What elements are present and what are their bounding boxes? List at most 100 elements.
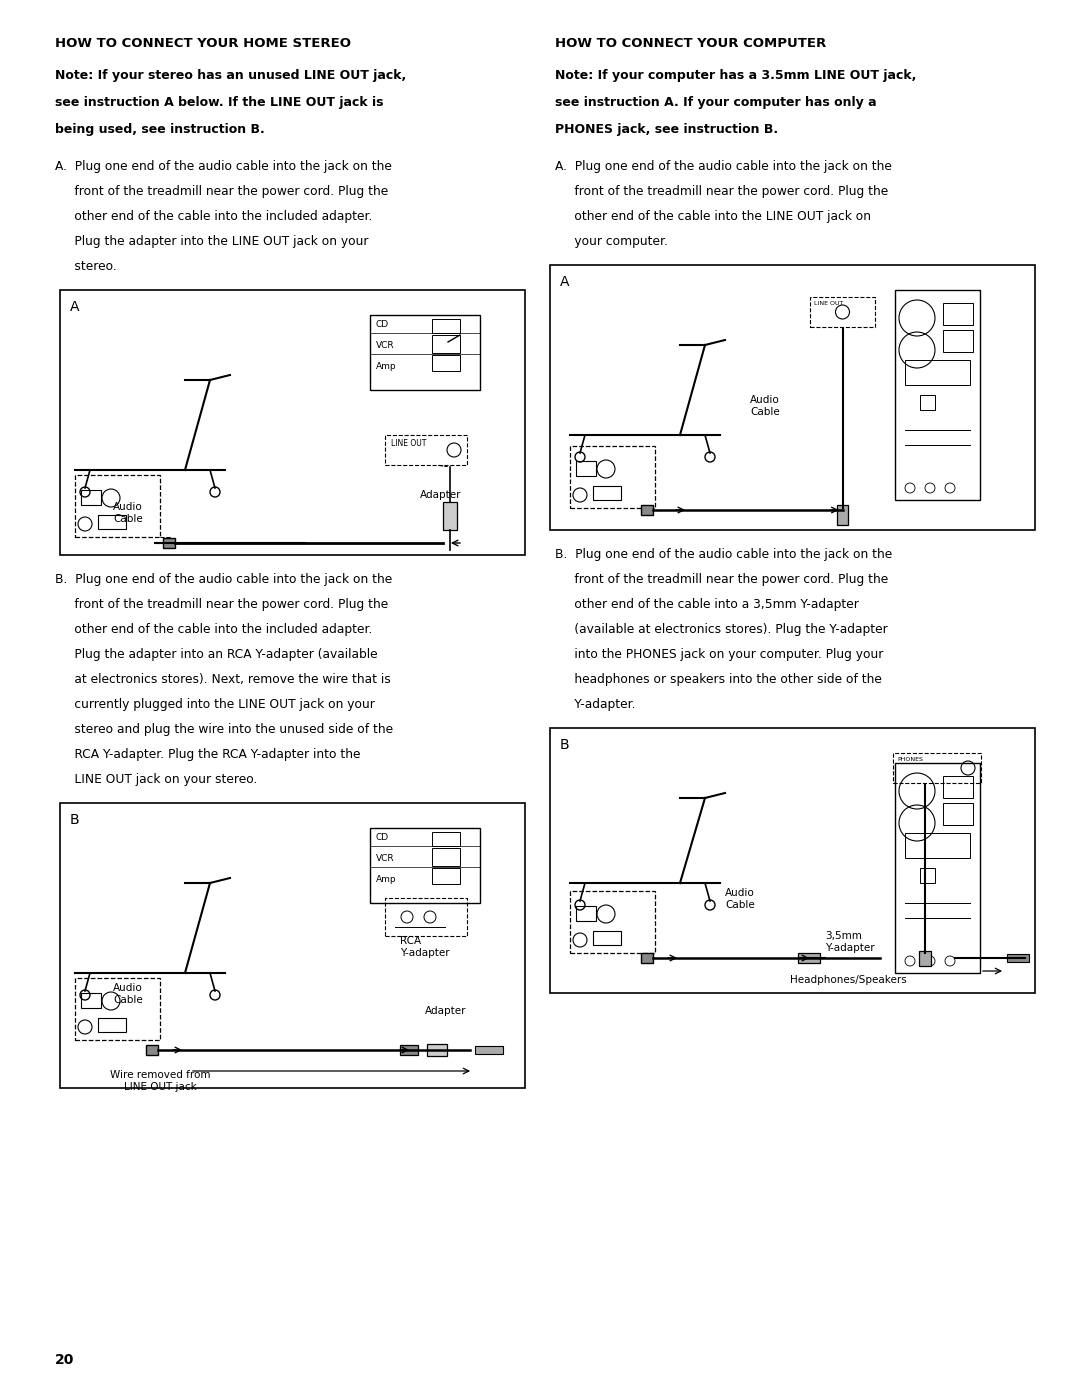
Bar — [370, 828, 480, 902]
Text: Wire removed from
LINE OUT jack: Wire removed from LINE OUT jack — [110, 1070, 211, 1091]
Text: LINE OUT jack on your stereo.: LINE OUT jack on your stereo. — [55, 773, 257, 787]
Bar — [146, 1045, 158, 1055]
Text: other end of the cable into the included adapter.: other end of the cable into the included… — [55, 623, 373, 636]
Text: Adapter: Adapter — [420, 490, 461, 500]
Bar — [1007, 954, 1029, 963]
Text: Note: If your stereo has an unused LINE OUT jack,: Note: If your stereo has an unused LINE … — [55, 68, 406, 82]
Bar — [943, 330, 973, 352]
Text: front of the treadmill near the power cord. Plug the: front of the treadmill near the power co… — [555, 184, 888, 198]
Bar — [895, 291, 980, 500]
Bar — [570, 891, 654, 953]
Text: A: A — [70, 300, 80, 314]
Text: other end of the cable into the included adapter.: other end of the cable into the included… — [55, 210, 373, 224]
Text: Audio
Cable: Audio Cable — [725, 888, 755, 909]
Bar — [593, 486, 621, 500]
Bar — [576, 907, 596, 921]
Bar — [432, 319, 460, 332]
Bar — [98, 1018, 126, 1032]
Bar — [98, 515, 126, 529]
Text: Y-adapter.: Y-adapter. — [555, 698, 635, 711]
Bar — [443, 502, 457, 529]
Text: into the PHONES jack on your computer. Plug your: into the PHONES jack on your computer. P… — [555, 648, 883, 661]
Bar — [570, 446, 654, 509]
Bar — [893, 753, 981, 782]
Text: B: B — [70, 813, 80, 827]
Bar — [943, 803, 973, 826]
Text: Plug the adapter into an RCA Y-adapter (available: Plug the adapter into an RCA Y-adapter (… — [55, 648, 378, 661]
Text: Adapter: Adapter — [426, 1006, 467, 1016]
Text: Headphones/Speakers: Headphones/Speakers — [789, 975, 907, 985]
Text: RCA Y-adapter. Plug the RCA Y-adapter into the: RCA Y-adapter. Plug the RCA Y-adapter in… — [55, 747, 361, 761]
Bar — [370, 314, 480, 390]
Text: other end of the cable into a 3,5mm Y-adapter: other end of the cable into a 3,5mm Y-ad… — [555, 598, 859, 610]
Text: Amp: Amp — [376, 875, 396, 884]
Text: at electronics stores). Next, remove the wire that is: at electronics stores). Next, remove the… — [55, 673, 391, 686]
Bar — [400, 1045, 418, 1055]
Bar — [550, 265, 1035, 529]
Text: HOW TO CONNECT YOUR COMPUTER: HOW TO CONNECT YOUR COMPUTER — [555, 36, 826, 50]
Bar — [895, 763, 980, 972]
Text: Note: If your computer has a 3.5mm LINE OUT jack,: Note: If your computer has a 3.5mm LINE … — [555, 68, 916, 82]
Text: see instruction A below. If the LINE OUT jack is: see instruction A below. If the LINE OUT… — [55, 96, 383, 109]
Text: A.  Plug one end of the audio cable into the jack on the: A. Plug one end of the audio cable into … — [55, 161, 392, 173]
Text: B.  Plug one end of the audio cable into the jack on the: B. Plug one end of the audio cable into … — [555, 548, 892, 562]
Bar — [837, 504, 849, 525]
Text: being used, see instruction B.: being used, see instruction B. — [55, 123, 265, 136]
Text: (available at electronics stores). Plug the Y-adapter: (available at electronics stores). Plug … — [555, 623, 888, 636]
Text: VCR: VCR — [376, 341, 394, 351]
Text: 3,5mm
Y-adapter: 3,5mm Y-adapter — [825, 930, 875, 953]
Bar — [432, 868, 460, 884]
Bar — [75, 475, 160, 536]
Bar — [81, 993, 102, 1009]
Bar — [432, 335, 460, 353]
Text: PHONES jack, see instruction B.: PHONES jack, see instruction B. — [555, 123, 778, 136]
Text: HOW TO CONNECT YOUR HOME STEREO: HOW TO CONNECT YOUR HOME STEREO — [55, 36, 351, 50]
Text: currently plugged into the LINE OUT jack on your: currently plugged into the LINE OUT jack… — [55, 698, 375, 711]
Text: front of the treadmill near the power cord. Plug the: front of the treadmill near the power co… — [55, 598, 388, 610]
Bar — [384, 434, 467, 465]
Text: your computer.: your computer. — [555, 235, 667, 249]
Bar — [943, 775, 973, 798]
Text: front of the treadmill near the power cord. Plug the: front of the treadmill near the power co… — [55, 184, 388, 198]
Text: other end of the cable into the LINE OUT jack on: other end of the cable into the LINE OUT… — [555, 210, 870, 224]
Bar — [905, 360, 970, 386]
Text: Plug the adapter into the LINE OUT jack on your: Plug the adapter into the LINE OUT jack … — [55, 235, 368, 249]
Bar — [550, 728, 1035, 993]
Bar — [475, 1046, 503, 1053]
Bar — [810, 298, 875, 327]
Bar — [943, 303, 973, 326]
Bar — [642, 953, 653, 963]
Text: 20: 20 — [55, 1354, 75, 1368]
Bar — [642, 504, 653, 515]
Text: see instruction A. If your computer has only a: see instruction A. If your computer has … — [555, 96, 877, 109]
Bar — [75, 978, 160, 1039]
Text: B: B — [561, 738, 569, 752]
Bar — [384, 898, 467, 936]
Text: VCR: VCR — [376, 854, 394, 863]
Bar — [920, 868, 935, 883]
Bar — [163, 538, 175, 548]
Bar — [593, 930, 621, 944]
Bar — [798, 953, 820, 963]
Bar — [60, 291, 525, 555]
Text: LINE OUT: LINE OUT — [391, 439, 427, 448]
Text: stereo and plug the wire into the unused side of the: stereo and plug the wire into the unused… — [55, 724, 393, 736]
Bar — [432, 848, 460, 866]
Bar — [905, 833, 970, 858]
Bar — [432, 355, 460, 372]
Text: A.  Plug one end of the audio cable into the jack on the: A. Plug one end of the audio cable into … — [555, 161, 892, 173]
Bar — [432, 833, 460, 847]
Text: stereo.: stereo. — [55, 260, 117, 272]
Bar — [81, 490, 102, 504]
Text: headphones or speakers into the other side of the: headphones or speakers into the other si… — [555, 673, 882, 686]
Text: LINE OUT: LINE OUT — [814, 300, 843, 306]
Text: A: A — [561, 275, 569, 289]
Bar — [920, 395, 935, 409]
Text: CD: CD — [376, 320, 389, 330]
Text: Amp: Amp — [376, 362, 396, 372]
Text: RCA
Y-adapter: RCA Y-adapter — [400, 936, 449, 957]
Bar — [427, 1044, 447, 1056]
Text: front of the treadmill near the power cord. Plug the: front of the treadmill near the power co… — [555, 573, 888, 585]
Text: CD: CD — [376, 833, 389, 842]
Text: Audio
Cable: Audio Cable — [113, 983, 143, 1004]
